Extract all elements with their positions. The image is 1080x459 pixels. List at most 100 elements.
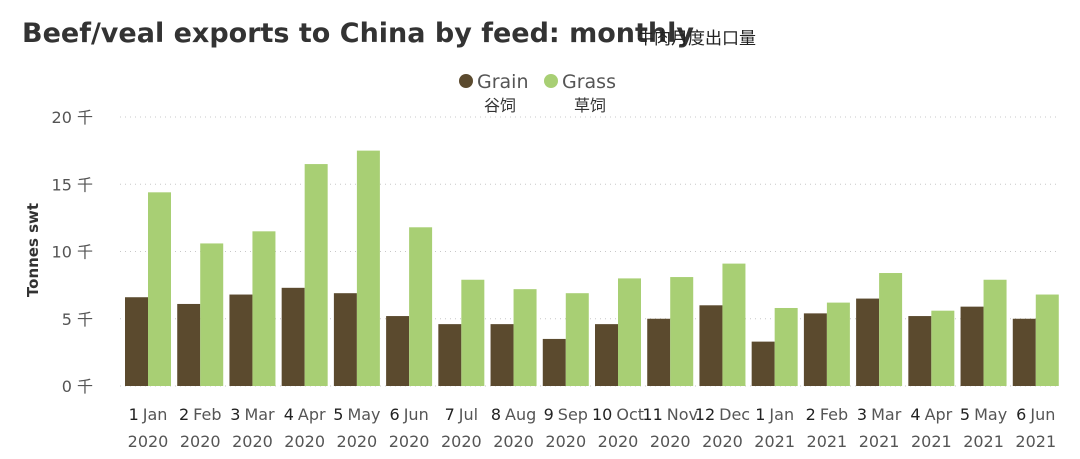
x-tick-label: 2 Feb	[179, 405, 222, 424]
x-tick-month-name: Sep	[558, 405, 588, 424]
bar-grass-apr-2020	[304, 164, 328, 386]
x-tick-year: 2020	[232, 432, 273, 451]
x-tick-month-number: 2	[806, 405, 816, 424]
bar-grass-aug-2020	[513, 289, 537, 386]
x-tick-month-number: 7	[445, 405, 455, 424]
x-tick-label: 1 Jan	[129, 405, 168, 424]
x-tick-month-name: Dec	[719, 405, 750, 424]
x-tick-year: 2020	[441, 432, 482, 451]
x-tick-label: 5 May	[333, 405, 380, 424]
bar-grain-feb-2021	[803, 313, 827, 386]
bar-grass-jun-2021	[1035, 294, 1059, 386]
bar-grass-nov-2020	[670, 277, 694, 386]
y-tick-label: 0 千	[62, 377, 93, 396]
legend-label-grain: Grain	[477, 71, 529, 93]
y-tick-label: 10 千	[52, 243, 93, 262]
x-tick-label: 10 Oct	[592, 405, 644, 424]
x-tick-month-number: 1	[129, 405, 139, 424]
gridlines	[120, 116, 1060, 387]
y-tick-label: 20 千	[52, 108, 93, 127]
x-tick-label: 4 Apr	[284, 405, 326, 424]
x-tick-year: 2020	[180, 432, 221, 451]
x-tick-label: 3 Mar	[857, 405, 902, 424]
bar-grain-aug-2020	[490, 324, 514, 386]
x-tick-label: 3 Mar	[230, 405, 275, 424]
x-tick-month-number: 1	[755, 405, 765, 424]
x-tick-label: 2 Feb	[806, 405, 849, 424]
x-tick-month-number: 8	[491, 405, 501, 424]
x-tick-month-number: 10	[592, 405, 612, 424]
legend-marker-grain	[459, 74, 473, 88]
y-tick-label: 15 千	[52, 175, 93, 194]
chart-title: Beef/veal exports to China by feed: mont…	[22, 18, 694, 49]
x-tick-month-number: 6	[1016, 405, 1026, 424]
x-tick-year: 2020	[337, 432, 378, 451]
x-tick-year: 2020	[702, 432, 743, 451]
legend: Grain 谷饲 Grass 草饲	[459, 71, 616, 115]
x-tick-month-number: 3	[857, 405, 867, 424]
x-tick-year: 2021	[754, 432, 795, 451]
x-tick-year: 2021	[859, 432, 900, 451]
x-tick-year: 2021	[807, 432, 848, 451]
x-tick-label: 6 Jun	[1016, 405, 1055, 424]
bar-grass-jul-2020	[461, 279, 485, 386]
x-tick-month-number: 5	[960, 405, 970, 424]
x-tick-month-number: 4	[284, 405, 294, 424]
x-tick-month-name: Aug	[505, 405, 536, 424]
bar-grain-dec-2020	[699, 305, 723, 386]
x-tick-year: 2020	[650, 432, 691, 451]
bar-grass-jan-2021	[774, 307, 798, 386]
x-tick-month-number: 5	[333, 405, 343, 424]
x-tick-month-number: 6	[390, 405, 400, 424]
x-tick-label: 4 Apr	[910, 405, 952, 424]
x-tick-year: 2020	[284, 432, 325, 451]
x-tick-label: 11 Nov	[642, 405, 698, 424]
x-tick-month-number: 12	[695, 405, 715, 424]
x-tick-label: 5 May	[960, 405, 1007, 424]
bar-grass-mar-2020	[252, 231, 276, 386]
x-tick-month-number: 3	[230, 405, 240, 424]
bar-grain-jun-2020	[386, 316, 410, 386]
bar-grain-apr-2021	[908, 316, 932, 386]
x-tick-month-number: 11	[642, 405, 662, 424]
x-tick-year: 2020	[128, 432, 169, 451]
x-tick-month-name: May	[974, 405, 1007, 424]
x-tick-month-name: Feb	[820, 405, 848, 424]
bar-grain-mar-2020	[229, 294, 253, 386]
bar-grass-may-2020	[356, 150, 380, 386]
x-tick-year: 2021	[963, 432, 1004, 451]
x-tick-label: 8 Aug	[491, 405, 536, 424]
bar-grass-sep-2020	[565, 293, 589, 386]
x-tick-label: 6 Jun	[390, 405, 429, 424]
bar-grass-jun-2020	[409, 227, 433, 386]
bars	[125, 150, 1059, 386]
bar-grain-oct-2020	[595, 324, 618, 386]
x-tick-label: 12 Dec	[695, 405, 750, 424]
x-tick-month-name: May	[347, 405, 380, 424]
bar-grain-apr-2020	[281, 287, 305, 386]
bar-grass-dec-2020	[722, 263, 746, 386]
bar-grass-jan-2020	[148, 192, 171, 386]
x-tick-year: 2020	[598, 432, 639, 451]
x-tick-year: 2020	[389, 432, 430, 451]
x-tick-month-name: Jan	[142, 405, 168, 424]
x-tick-month-name: Apr	[925, 405, 953, 424]
x-tick-month-number: 4	[910, 405, 920, 424]
x-tick-month-name: Mar	[871, 405, 902, 424]
x-tick-month-name: Jun	[403, 405, 429, 424]
legend-label-grass: Grass	[562, 71, 616, 93]
bar-grain-may-2020	[333, 293, 357, 386]
bar-grain-jan-2021	[751, 341, 775, 386]
legend-label-zh-grass: 草饲	[574, 96, 606, 115]
bar-grain-sep-2020	[542, 338, 566, 386]
bar-grass-apr-2021	[931, 310, 955, 386]
x-tick-month-name: Feb	[193, 405, 221, 424]
y-tick-label: 5 千	[62, 310, 93, 329]
x-tick-year: 2020	[493, 432, 534, 451]
bar-grain-nov-2020	[647, 318, 671, 386]
bar-grass-feb-2021	[826, 302, 850, 386]
x-tick-label: 7 Jul	[445, 405, 479, 424]
x-tick-month-name: Jun	[1029, 405, 1055, 424]
